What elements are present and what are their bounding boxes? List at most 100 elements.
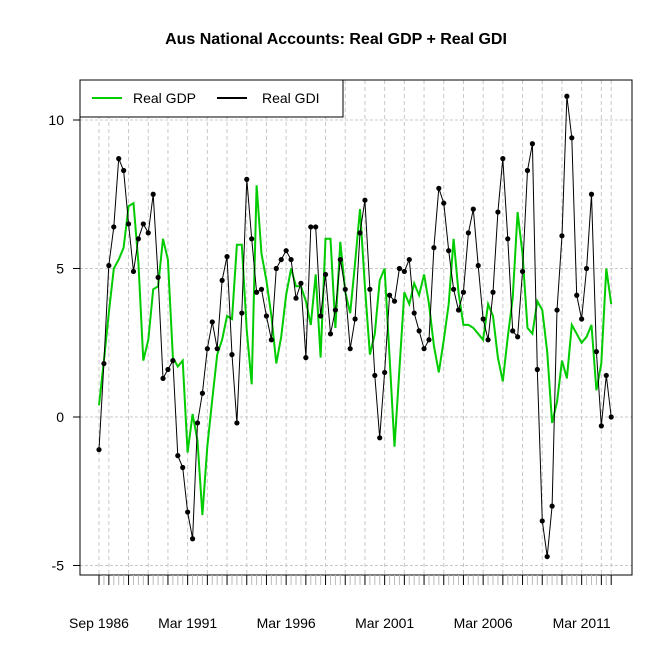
- data-point-marker: [288, 256, 294, 263]
- data-point-marker: [160, 375, 166, 381]
- data-point-marker: [170, 357, 176, 364]
- data-point-marker: [273, 265, 279, 272]
- data-point-marker: [554, 307, 560, 313]
- data-point-marker: [500, 156, 506, 162]
- data-point-marker: [593, 349, 600, 355]
- data-point-marker: [189, 536, 196, 542]
- data-point-marker: [318, 313, 324, 319]
- data-point-marker: [347, 346, 353, 352]
- series-lines: [96, 93, 614, 560]
- data-point-marker: [411, 310, 417, 316]
- grid-lines: [80, 80, 632, 575]
- data-point-marker: [480, 316, 486, 322]
- x-tick-label: Mar 2011: [553, 615, 611, 631]
- data-point-marker: [111, 224, 117, 230]
- data-point-marker: [155, 274, 161, 281]
- x-tick-label: Mar 1996: [257, 615, 316, 631]
- data-point-marker: [569, 135, 575, 141]
- data-point-marker: [263, 313, 270, 319]
- x-tick-label: Mar 1991: [158, 615, 217, 631]
- data-point-marker: [519, 268, 526, 275]
- data-point-marker: [515, 334, 521, 340]
- data-point-marker: [204, 346, 210, 352]
- x-tick-label: Mar 2001: [355, 615, 414, 631]
- data-point-marker: [313, 224, 319, 230]
- data-point-marker: [239, 310, 245, 316]
- data-point-marker: [460, 289, 467, 295]
- data-point-marker: [219, 277, 225, 283]
- data-point-marker: [362, 197, 368, 203]
- data-point-marker: [352, 316, 358, 322]
- data-point-marker: [559, 233, 565, 239]
- data-point-marker: [455, 307, 462, 313]
- data-point-marker: [229, 352, 235, 358]
- legend: Real GDP Real GDI: [79, 79, 344, 118]
- data-point-marker: [293, 295, 299, 301]
- data-point-marker: [268, 337, 274, 343]
- data-point-marker: [549, 503, 555, 509]
- data-point-marker: [175, 453, 181, 459]
- data-point-marker: [234, 420, 240, 426]
- data-point-marker: [116, 156, 122, 162]
- data-point-marker: [524, 167, 531, 174]
- data-point-marker: [574, 292, 580, 298]
- data-point-marker: [539, 518, 545, 524]
- x-axis: Sep 1986 Mar 1991 Mar 1996 Mar 2001 Mar 2006…: [69, 575, 612, 631]
- data-point-marker: [431, 245, 437, 251]
- data-point-marker: [485, 337, 491, 343]
- legend-box: [79, 79, 344, 118]
- data-point-marker: [125, 221, 132, 227]
- data-point-marker: [372, 372, 378, 379]
- data-point-marker: [254, 289, 260, 295]
- data-point-marker: [426, 337, 432, 343]
- data-point-marker: [396, 265, 403, 272]
- data-point-marker: [357, 230, 363, 236]
- data-point-marker: [96, 447, 102, 453]
- x-tick-label: Mar 2006: [454, 615, 513, 631]
- data-point-marker: [327, 331, 334, 337]
- data-point-marker: [401, 268, 407, 275]
- data-point-marker: [278, 256, 284, 263]
- data-point-marker: [382, 369, 388, 376]
- data-point-marker: [199, 390, 206, 396]
- data-point-marker: [495, 209, 501, 215]
- y-tick-label: 10: [48, 112, 64, 128]
- data-point-marker: [130, 268, 137, 275]
- data-point-marker: [490, 289, 496, 295]
- data-point-marker: [121, 167, 127, 174]
- data-point-marker: [303, 355, 309, 361]
- data-point-marker: [150, 191, 156, 197]
- data-point-marker: [441, 200, 447, 206]
- data-point-marker: [510, 328, 516, 334]
- data-point-marker: [214, 346, 220, 352]
- data-point-marker: [406, 256, 412, 263]
- data-point-marker: [298, 280, 304, 286]
- data-point-marker: [436, 185, 442, 191]
- data-point-marker: [475, 262, 481, 269]
- y-tick-label: -5: [52, 558, 65, 574]
- data-point-marker: [603, 372, 609, 379]
- legend-label-gdp: Real GDP: [133, 90, 196, 106]
- data-point-marker: [579, 316, 585, 322]
- data-point-marker: [534, 366, 540, 373]
- y-tick-label: 5: [56, 261, 64, 277]
- data-point-marker: [180, 464, 186, 471]
- data-point-marker: [337, 256, 343, 263]
- data-point-marker: [258, 286, 265, 292]
- y-axis: -5 0 5 10: [48, 112, 80, 574]
- data-point-marker: [451, 286, 457, 292]
- data-point-marker: [185, 509, 191, 515]
- data-point-marker: [194, 420, 201, 426]
- data-point-marker: [209, 319, 215, 325]
- data-point-marker: [249, 236, 255, 242]
- data-point-marker: [145, 230, 151, 236]
- data-point-marker: [446, 248, 452, 254]
- data-point-marker: [529, 141, 536, 147]
- data-point-marker: [391, 298, 398, 304]
- data-point-marker: [421, 346, 427, 352]
- data-point-marker: [308, 224, 314, 230]
- data-point-marker: [342, 286, 348, 292]
- data-point-marker: [322, 271, 329, 278]
- data-point-marker: [598, 423, 604, 429]
- data-point-marker: [377, 435, 383, 441]
